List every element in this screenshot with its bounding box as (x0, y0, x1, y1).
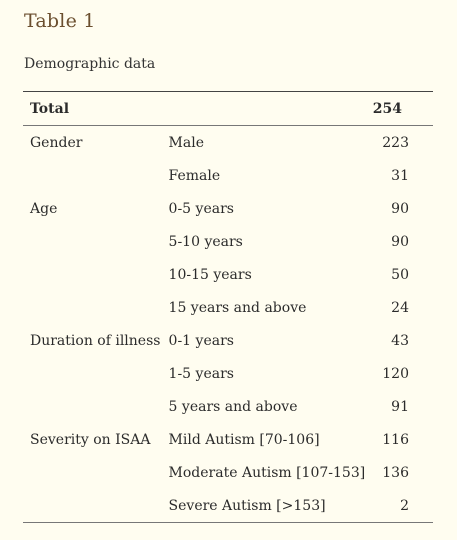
row-value: 2 (400, 497, 409, 514)
row-item: 10-15 years (168, 266, 252, 283)
row-item: Severe Autism [>153] (168, 497, 326, 514)
row-value: 31 (391, 167, 409, 184)
row-item: Female (168, 167, 221, 184)
row-category (23, 225, 169, 258)
table-title: Table 1 (24, 10, 96, 32)
row-value: 43 (391, 332, 409, 349)
row-category (23, 357, 169, 390)
table-row: 5-10 years 90 (23, 225, 433, 258)
row-item: 5 years and above (168, 398, 298, 415)
row-value: 50 (391, 266, 409, 283)
row-item: 15 years and above (168, 299, 307, 316)
row-value: 90 (391, 200, 409, 217)
row-category (23, 258, 169, 291)
row-category: Duration of illness (30, 332, 161, 349)
table-row: Gender Male 223 (23, 126, 433, 160)
table-row: 5 years and above 91 (23, 390, 433, 423)
row-item: Mild Autism [70-106] (168, 431, 320, 448)
row-value: 116 (382, 431, 409, 448)
table-caption: Demographic data (24, 56, 156, 72)
row-value: 90 (391, 233, 409, 250)
table-row: Duration of illness 0-1 years 43 (23, 324, 433, 357)
table-row: Moderate Autism [107-153] 136 (23, 456, 433, 489)
table-row: Female 31 (23, 159, 433, 192)
total-value: 254 (372, 100, 402, 117)
table-row: Severe Autism [>153] 2 (23, 489, 433, 523)
row-value: 136 (382, 464, 409, 481)
row-item: Male (168, 134, 204, 151)
row-value: 91 (391, 398, 409, 415)
table-row: 1-5 years 120 (23, 357, 433, 390)
header-row: Total 254 (23, 91, 433, 126)
row-category: Gender (30, 134, 83, 151)
row-category (23, 390, 169, 423)
row-category: Severity on ISAA (30, 431, 151, 448)
row-item: 1-5 years (168, 365, 234, 382)
row-category (23, 159, 169, 192)
row-category: Age (30, 200, 58, 217)
total-label: Total (30, 100, 70, 117)
row-category (23, 456, 169, 489)
row-item: 5-10 years (168, 233, 243, 250)
row-value: 120 (382, 365, 409, 382)
row-category (23, 489, 169, 523)
row-value: 24 (391, 299, 409, 316)
row-item: Moderate Autism [107-153] (168, 464, 366, 481)
header-spacer (169, 92, 373, 126)
table-row: 10-15 years 50 (23, 258, 433, 291)
row-item: 0-1 years (168, 332, 234, 349)
table-row: Severity on ISAA Mild Autism [70-106] 11… (23, 423, 433, 456)
table-row: Age 0-5 years 90 (23, 192, 433, 225)
table-row: 15 years and above 24 (23, 291, 433, 324)
table-header: Total 254 (23, 91, 433, 126)
demographic-table: Total 254 Gender Male 223 Female 31 Age … (23, 91, 433, 523)
row-category (23, 291, 169, 324)
row-item: 0-5 years (168, 200, 234, 217)
row-value: 223 (382, 134, 409, 151)
table-body: Gender Male 223 Female 31 Age 0-5 years … (23, 126, 433, 523)
